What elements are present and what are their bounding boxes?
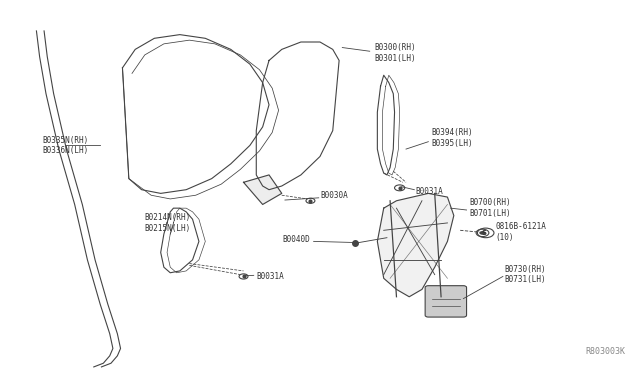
Text: 0816B-6121A
(10): 0816B-6121A (10) [495,222,546,242]
Text: B0300(RH)
B0301(LH): B0300(RH) B0301(LH) [374,44,416,63]
Text: B0335N(RH)
B0336N(LH): B0335N(RH) B0336N(LH) [43,136,89,155]
Text: B0040D: B0040D [283,235,310,244]
Text: R803003K: R803003K [586,347,626,356]
Text: B0031A: B0031A [415,187,444,196]
Text: B0700(RH)
B0701(LH): B0700(RH) B0701(LH) [470,198,511,218]
FancyBboxPatch shape [425,286,467,317]
Text: B0214N(RH)
B0215N(LH): B0214N(RH) B0215N(LH) [145,213,191,232]
Text: S: S [481,230,486,236]
Text: B0031A: B0031A [256,272,284,281]
Circle shape [479,231,486,235]
Circle shape [476,229,489,237]
Text: B0730(RH)
B0731(LH): B0730(RH) B0731(LH) [505,265,547,284]
Text: B0394(RH)
B0395(LH): B0394(RH) B0395(LH) [431,128,473,148]
Text: B0030A: B0030A [320,191,348,200]
Polygon shape [244,175,282,205]
Polygon shape [378,193,454,297]
